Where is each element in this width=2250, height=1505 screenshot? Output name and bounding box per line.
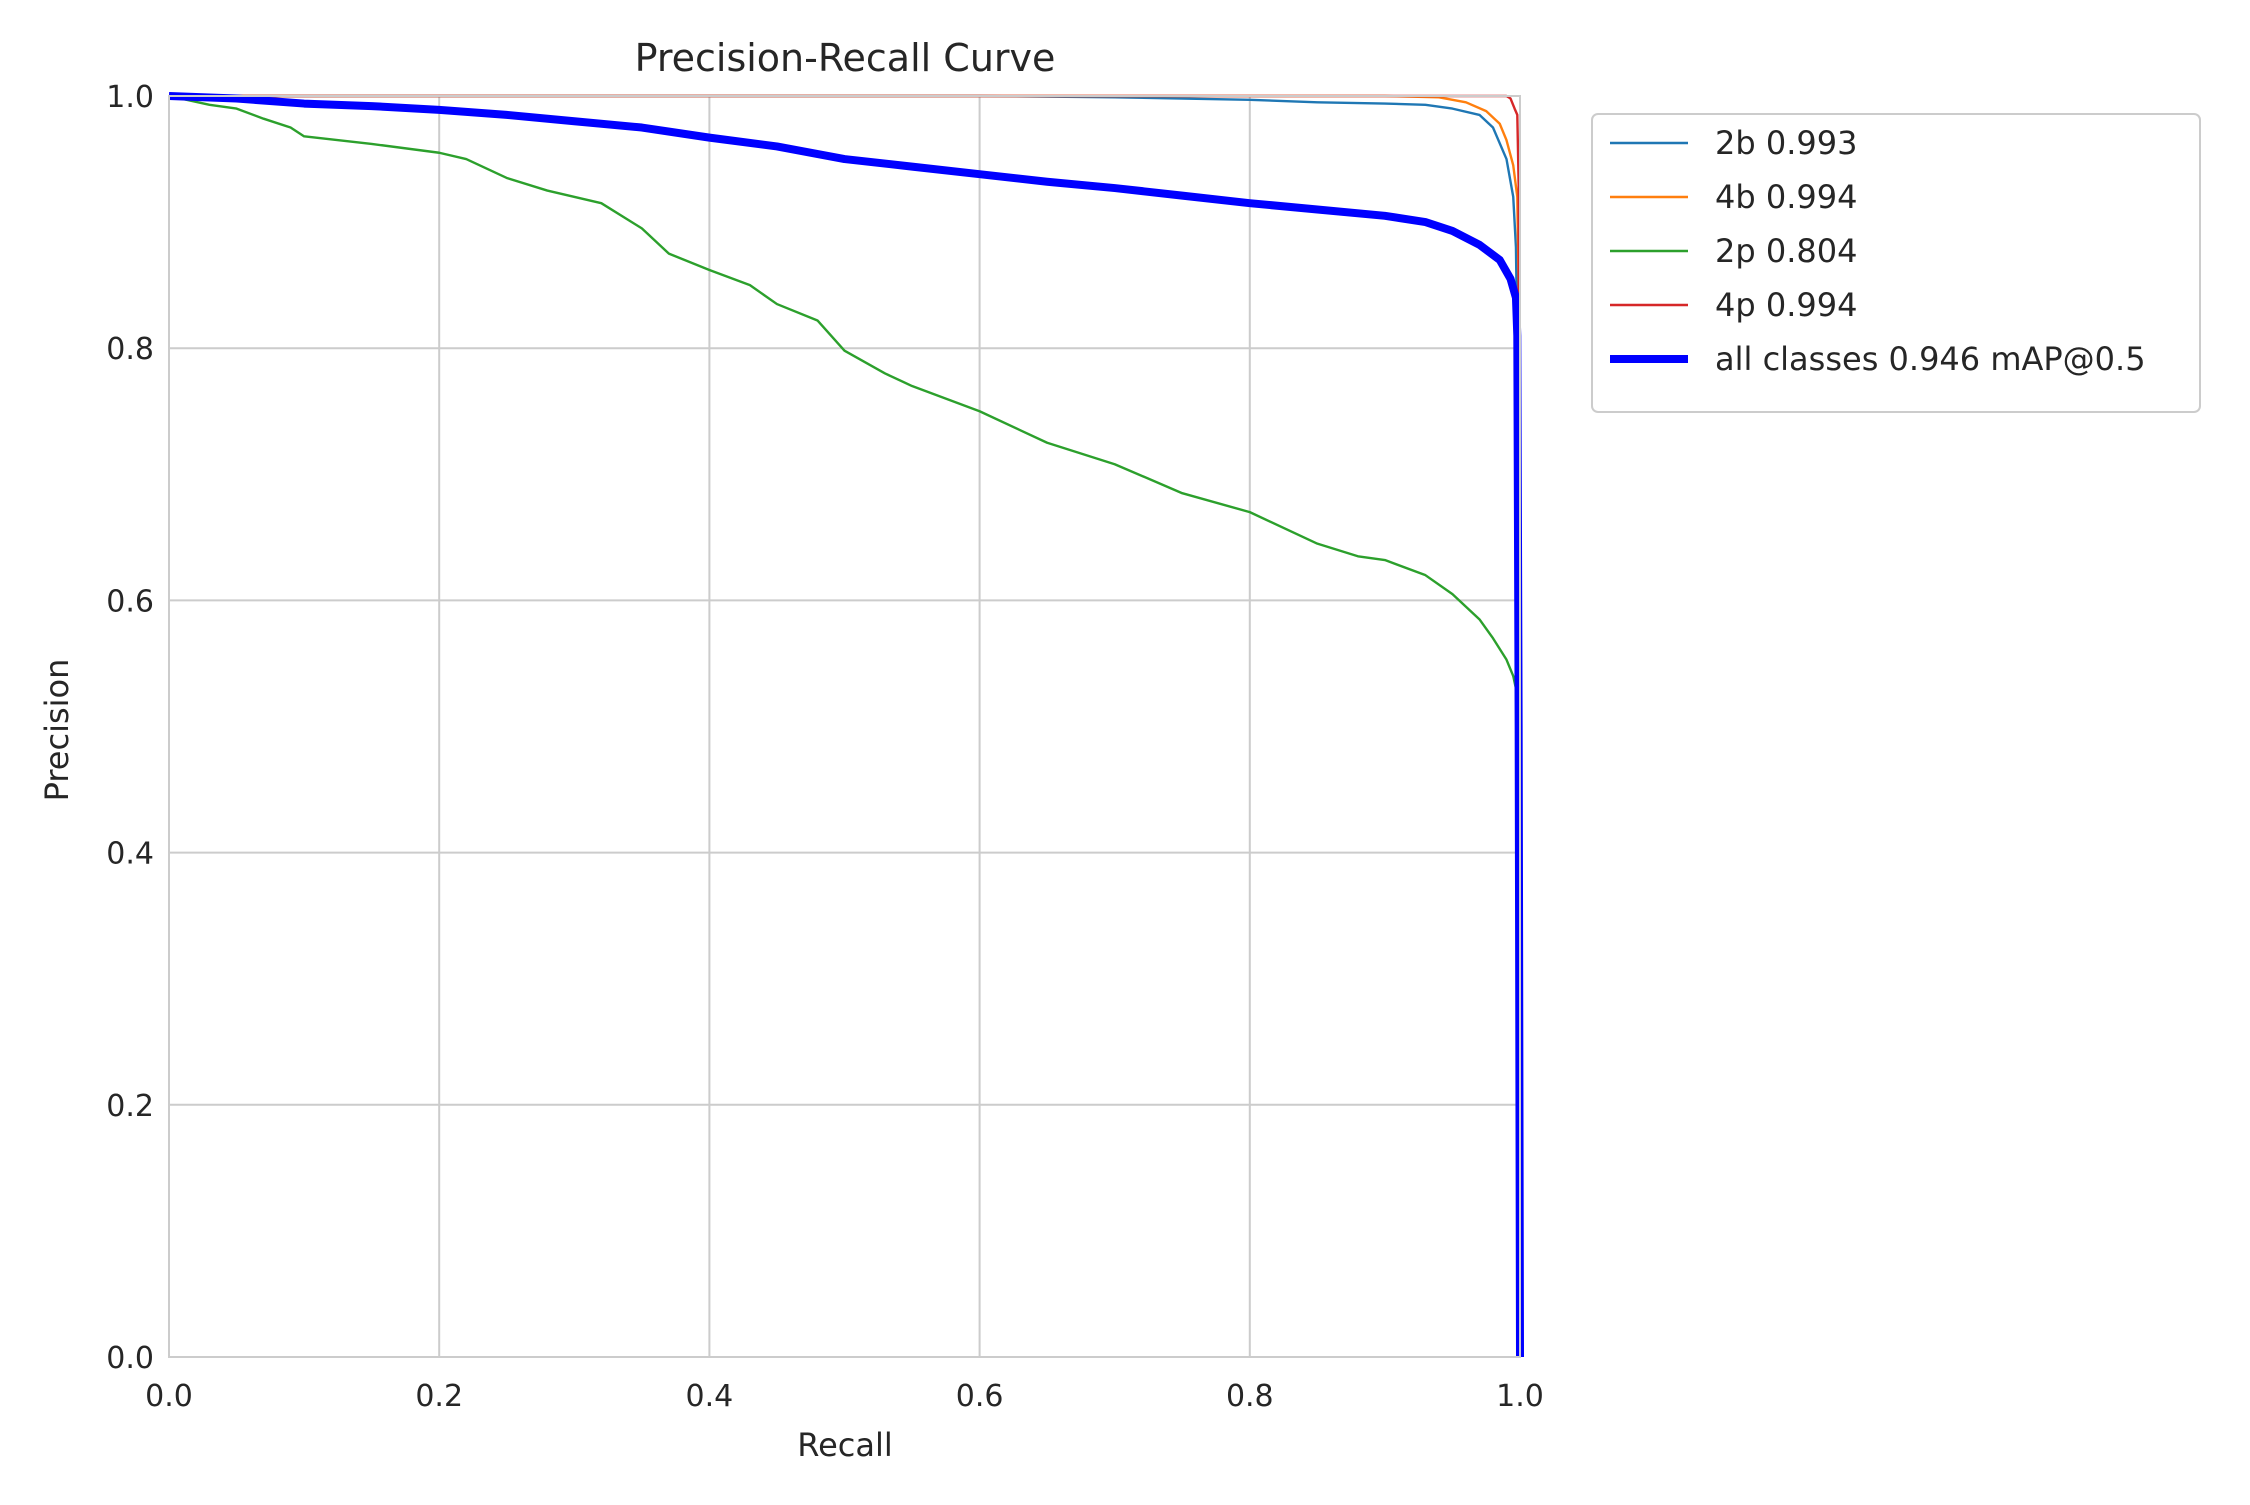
chart-title: Precision-Recall Curve <box>635 36 1056 80</box>
series-line-0 <box>169 94 1522 1358</box>
y-tick-label: 1.0 <box>106 80 154 115</box>
legend-entry-label: all classes 0.946 mAP@0.5 <box>1715 340 2146 378</box>
y-tick-label: 0.4 <box>106 837 154 872</box>
legend: 2b 0.993 4b 0.994 2p 0.804 4p 0.994 all clas… <box>1591 113 2201 413</box>
plot-frame <box>168 95 1521 1358</box>
x-tick-label: 0.6 <box>956 1379 1004 1414</box>
y-axis-label: Precision <box>38 659 76 802</box>
series-line-2 <box>168 94 1522 1358</box>
legend-entry-label: 4p 0.994 <box>1715 286 1857 324</box>
legend-entry-label: 4b 0.994 <box>1715 178 1857 216</box>
legend-box <box>1591 113 2201 413</box>
x-tick-label: 0.2 <box>415 1379 463 1414</box>
x-tick-label: 0.8 <box>1226 1379 1274 1414</box>
y-tick-label: 0.0 <box>106 1341 154 1376</box>
series-layer <box>168 92 1524 1358</box>
x-tick-label: 0.0 <box>145 1379 193 1414</box>
y-tick-label: 0.8 <box>106 332 154 367</box>
x-tick-label: 0.4 <box>686 1379 734 1414</box>
legend-entry-label: 2b 0.993 <box>1715 124 1857 162</box>
series-line-3 <box>169 94 1522 1358</box>
y-tick-label: 0.6 <box>106 584 154 619</box>
grid-layer <box>168 95 1521 1358</box>
series-line-4 <box>168 92 1524 1358</box>
axes-layer <box>168 95 1521 1358</box>
x-axis-label: Recall <box>797 1426 892 1464</box>
y-tick-label: 0.2 <box>106 1089 154 1124</box>
ticks-layer: 0.0 0.2 0.4 0.6 0.8 1.0 0.0 0.2 0.4 0.6 0.8 1.0 <box>106 80 1544 1414</box>
series-line-1 <box>169 94 1522 1358</box>
legend-entry-label: 2p 0.804 <box>1715 232 1857 270</box>
x-tick-label: 1.0 <box>1496 1379 1544 1414</box>
